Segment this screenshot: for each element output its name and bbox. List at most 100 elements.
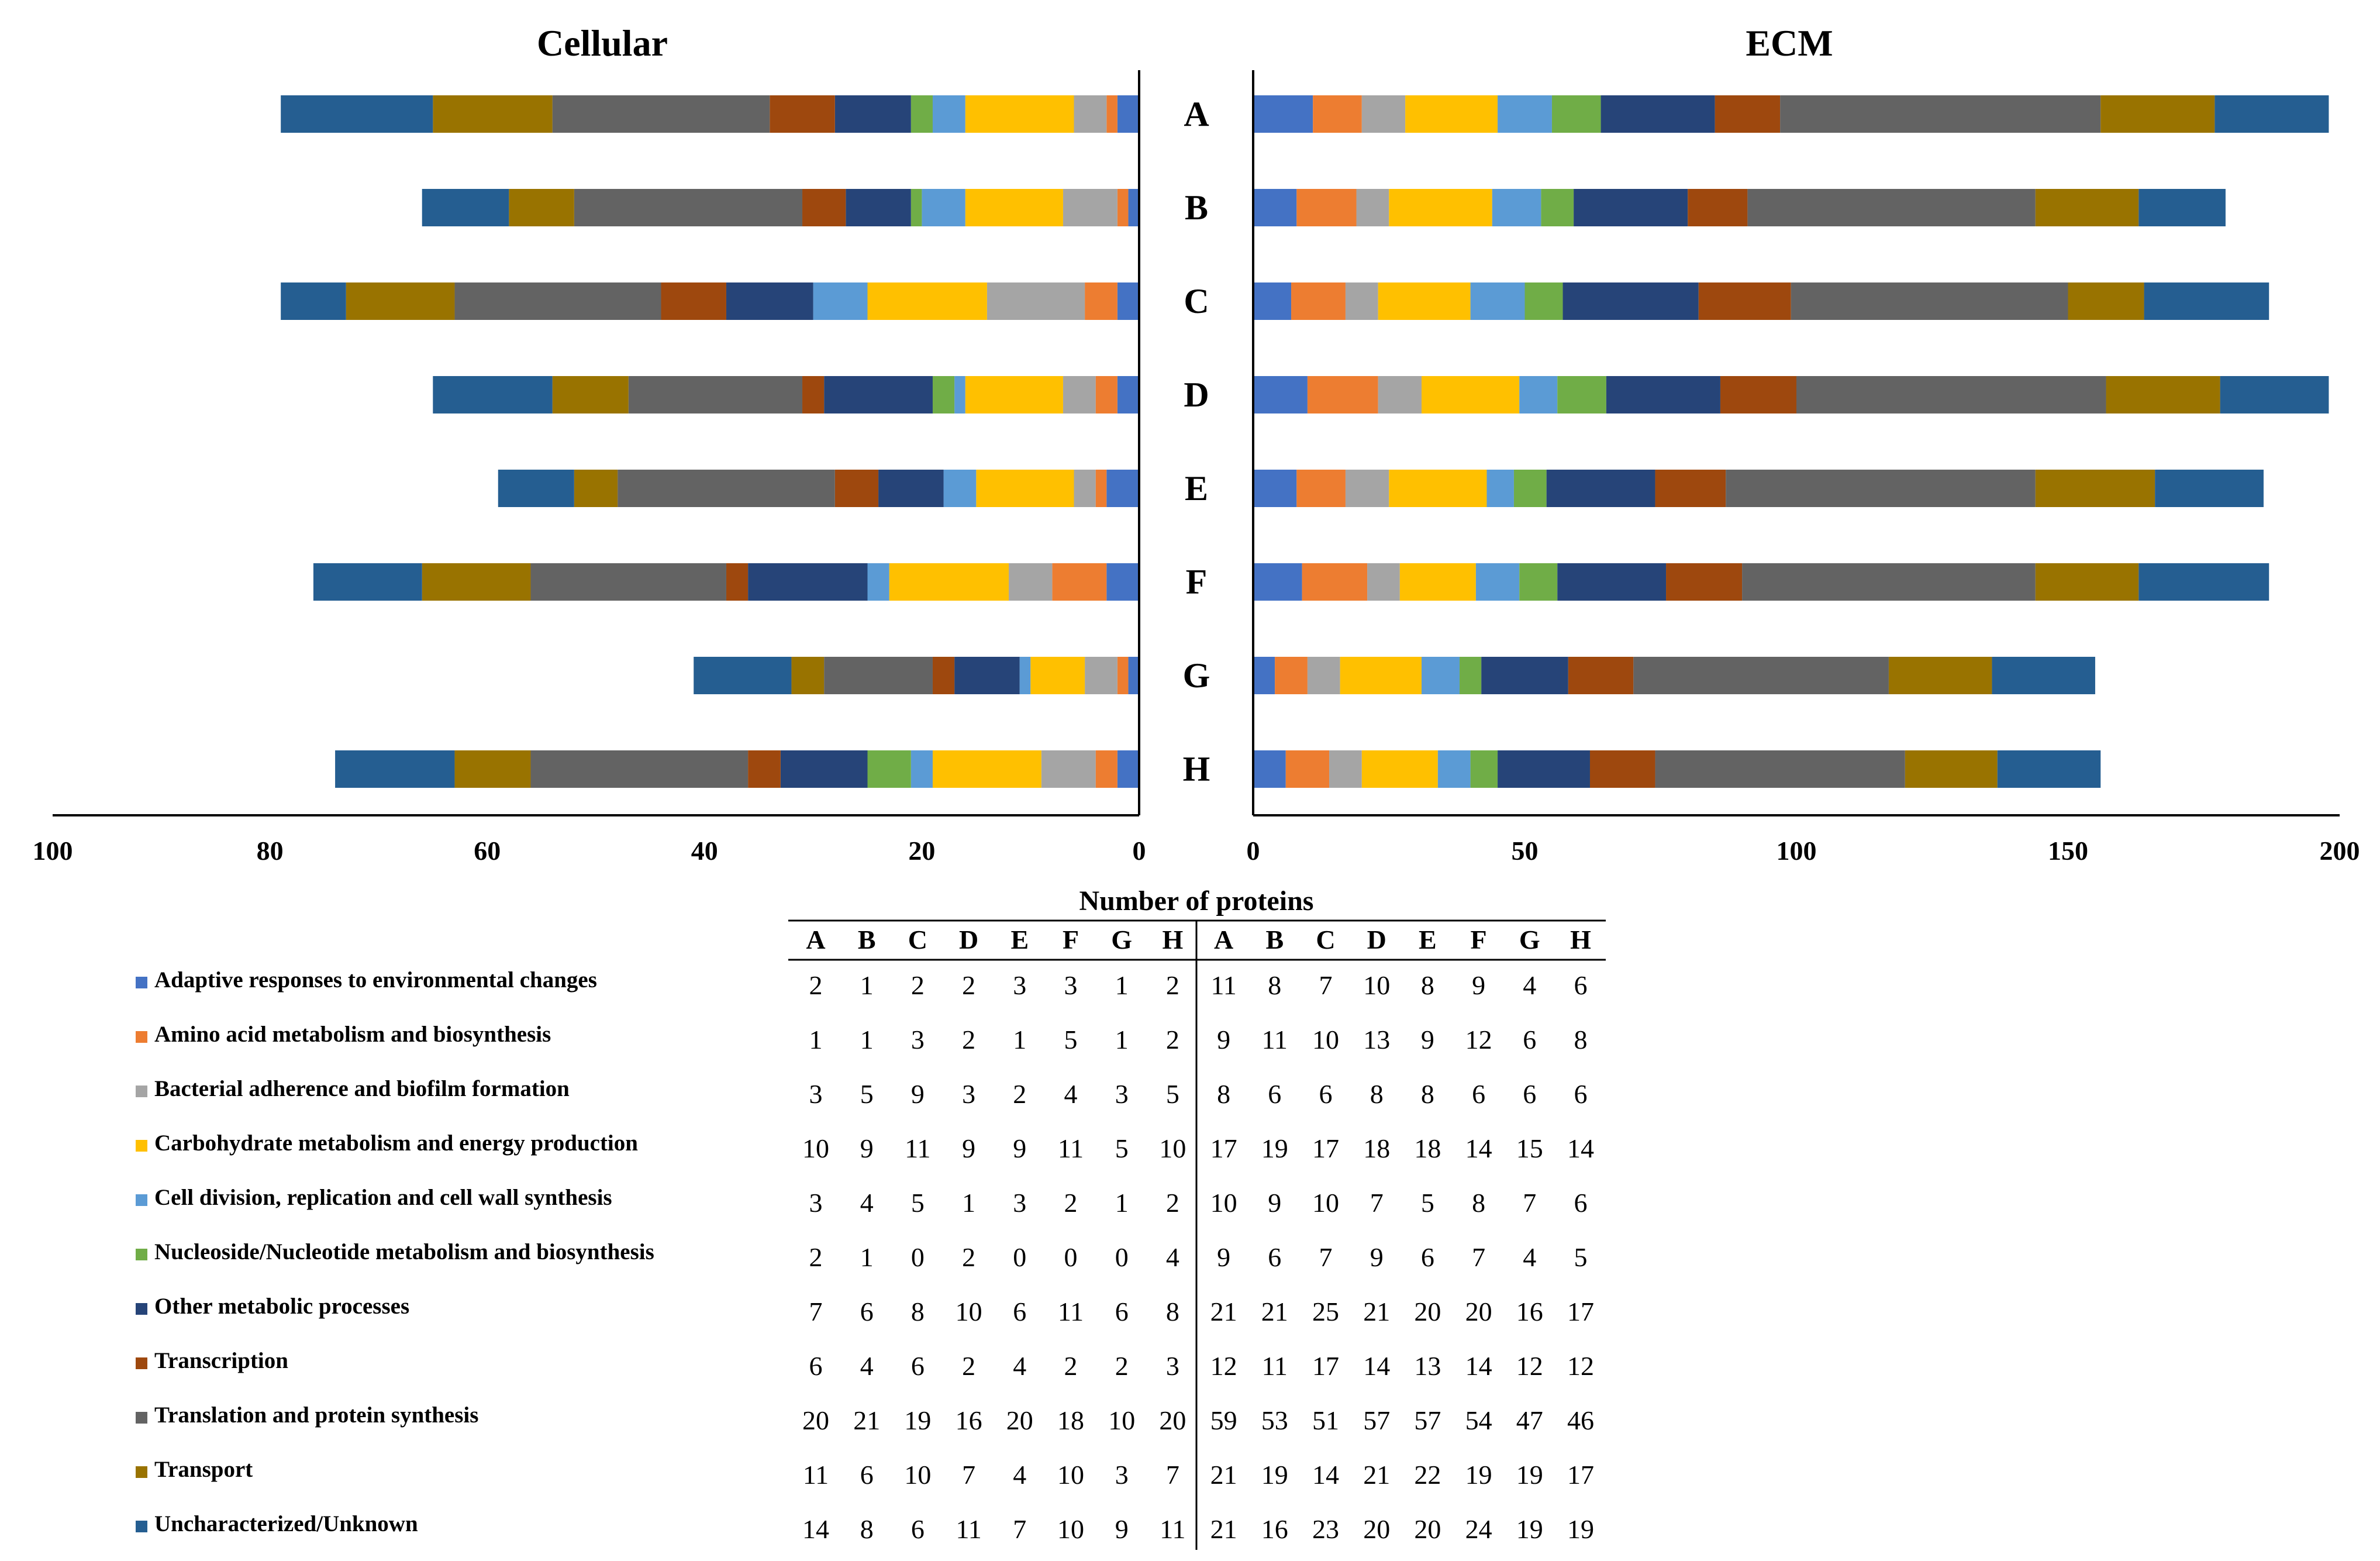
cellular-bar-H-adaptive-responses-to-environmental-changes — [1117, 750, 1139, 788]
ecm-bar-G-uncharacterized-unknown — [1992, 657, 2095, 694]
table-cell: 11 — [956, 1514, 981, 1544]
table-header-cellular-B: B — [858, 925, 876, 954]
ecm-bar-B-carbohydrate-metabolism-and-energy-production — [1389, 189, 1492, 226]
cellular-bar-E-transport — [574, 470, 618, 507]
table-cell: 8 — [1574, 1025, 1588, 1055]
table-cell: 24 — [1465, 1514, 1492, 1544]
table-cell: 3 — [1013, 970, 1026, 1000]
ecm-bar-E-adaptive-responses-to-environmental-changes — [1253, 470, 1297, 507]
table-cell: 11 — [1262, 1351, 1288, 1381]
legend-swatch-transport — [136, 1466, 147, 1478]
table-header-ecm-H: H — [1570, 925, 1591, 954]
sample-label-A: A — [1184, 95, 1209, 133]
ecm-bar-D-amino-acid-metabolism-and-biosynthesis — [1307, 376, 1378, 413]
cellular-bar-E-adaptive-responses-to-environmental-changes — [1106, 470, 1139, 507]
legend-label-uncharacterized-unknown: Uncharacterized/Unknown — [154, 1511, 418, 1536]
table-cell: 2 — [962, 1025, 975, 1055]
ecm-bar-B-transcription — [1688, 189, 1748, 226]
cellular-bar-G-carbohydrate-metabolism-and-energy-production — [1030, 657, 1085, 694]
table-cell: 7 — [1472, 1242, 1485, 1272]
cellular-bar-F-transcription — [726, 563, 749, 601]
cellular-bar-C-uncharacterized-unknown — [281, 282, 346, 320]
table-cell: 8 — [1217, 1079, 1230, 1109]
table-header-cellular-E: E — [1010, 925, 1029, 954]
ecm-bar-D-adaptive-responses-to-environmental-changes — [1253, 376, 1308, 413]
table-cell: 10 — [1312, 1025, 1339, 1055]
table-cell: 2 — [962, 970, 975, 1000]
table-cell: 11 — [1160, 1514, 1185, 1544]
table-cell: 54 — [1465, 1405, 1492, 1435]
ecm-bar-E-other-metabolic-processes — [1546, 470, 1655, 507]
table-cell: 19 — [1516, 1514, 1543, 1544]
ecm-bar-G-bacterial-adherence-and-biofilm-formation — [1307, 657, 1340, 694]
cellular-bar-E-transcription — [834, 470, 879, 507]
table-header-cellular-D: D — [959, 925, 978, 954]
cellular-bar-E-uncharacterized-unknown — [498, 470, 574, 507]
ecm-bar-C-carbohydrate-metabolism-and-energy-production — [1378, 282, 1471, 320]
cellular-bar-D-carbohydrate-metabolism-and-energy-production — [965, 376, 1063, 413]
ecm-bar-G-other-metabolic-processes — [1481, 657, 1568, 694]
cellular-bar-H-carbohydrate-metabolism-and-energy-production — [932, 750, 1041, 788]
ecm-bar-B-cell-division-replication-and-cell-wall-synthesis — [1492, 189, 1541, 226]
cellular-bar-F-translation-and-protein-synthesis — [530, 563, 726, 601]
table-cell: 57 — [1414, 1405, 1441, 1435]
ecm-bar-E-translation-and-protein-synthesis — [1726, 470, 2036, 507]
table-cell: 0 — [1064, 1242, 1078, 1272]
table-cell: 14 — [1312, 1460, 1339, 1490]
table-cell: 20 — [802, 1405, 829, 1435]
sample-label-E: E — [1185, 469, 1208, 508]
ecm-bar-D-cell-division-replication-and-cell-wall-synthesis — [1519, 376, 1558, 413]
cellular-panel-title: Cellular — [537, 22, 668, 64]
table-cell: 6 — [1523, 1025, 1536, 1055]
ecm-bar-G-amino-acid-metabolism-and-biosynthesis — [1275, 657, 1308, 694]
table-cell: 11 — [1058, 1133, 1084, 1163]
cellular-bar-G-transcription — [932, 657, 955, 694]
cellular-bar-D-adaptive-responses-to-environmental-changes — [1117, 376, 1139, 413]
cellular-bar-H-uncharacterized-unknown — [335, 750, 455, 788]
ecm-bar-A-uncharacterized-unknown — [2215, 95, 2329, 133]
cellular-bar-D-bacterial-adherence-and-biofilm-formation — [1063, 376, 1096, 413]
cellular-bar-E-carbohydrate-metabolism-and-energy-production — [976, 470, 1074, 507]
cellular-bar-B-adaptive-responses-to-environmental-changes — [1128, 189, 1139, 226]
table-cell: 9 — [1421, 1025, 1434, 1055]
table-cell: 9 — [1370, 1242, 1384, 1272]
table-cell: 20 — [1414, 1297, 1441, 1326]
ecm-bar-B-amino-acid-metabolism-and-biosynthesis — [1296, 189, 1357, 226]
ecm-bar-C-transport — [2068, 282, 2144, 320]
cellular-bar-H-transcription — [748, 750, 781, 788]
legend-swatch-bacterial-adherence-and-biofilm-formation — [136, 1086, 147, 1097]
table-cell: 2 — [1166, 970, 1179, 1000]
table-cell: 6 — [1013, 1297, 1026, 1326]
table-cell: 17 — [1567, 1460, 1594, 1490]
ecm-bar-H-cell-division-replication-and-cell-wall-synthesis — [1437, 750, 1471, 788]
table-cell: 23 — [1312, 1514, 1339, 1544]
table-cell: 9 — [1472, 970, 1485, 1000]
table-cell: 7 — [809, 1297, 823, 1326]
cellular-tick-0: 0 — [1133, 836, 1146, 866]
ecm-bar-C-cell-division-replication-and-cell-wall-synthesis — [1470, 282, 1525, 320]
table-cell: 17 — [1312, 1133, 1339, 1163]
ecm-bar-A-carbohydrate-metabolism-and-energy-production — [1405, 95, 1498, 133]
table-cell: 19 — [1261, 1460, 1288, 1490]
cellular-bar-C-translation-and-protein-synthesis — [454, 282, 661, 320]
table-cell: 1 — [962, 1188, 975, 1218]
legend-label-translation-and-protein-synthesis: Translation and protein synthesis — [154, 1403, 478, 1428]
ecm-bar-F-uncharacterized-unknown — [2138, 563, 2269, 601]
table-cell: 6 — [1523, 1079, 1536, 1109]
ecm-bar-D-nucleoside-nucleotide-metabolism-and-biosynthesis — [1557, 376, 1606, 413]
table-cell: 21 — [1363, 1297, 1390, 1326]
table-cell: 6 — [911, 1351, 925, 1381]
legend-label-amino-acid-metabolism-and-biosynthesis: Amino acid metabolism and biosynthesis — [154, 1022, 551, 1047]
cellular-bar-B-bacterial-adherence-and-biofilm-formation — [1063, 189, 1117, 226]
cellular-bar-H-other-metabolic-processes — [780, 750, 868, 788]
table-cell: 15 — [1516, 1133, 1543, 1163]
table-header-cellular-A: A — [806, 925, 825, 954]
ecm-bar-G-transcription — [1568, 657, 1634, 694]
sample-labels: A B C D E F G H — [1183, 95, 1210, 788]
legend-swatch-uncharacterized-unknown — [136, 1521, 147, 1532]
table-cell: 1 — [860, 1242, 874, 1272]
cellular-bar-A-cell-division-replication-and-cell-wall-synthesis — [932, 95, 965, 133]
cellular-bar-D-transport — [552, 376, 629, 413]
ecm-bar-H-nucleoside-nucleotide-metabolism-and-biosynthesis — [1470, 750, 1498, 788]
